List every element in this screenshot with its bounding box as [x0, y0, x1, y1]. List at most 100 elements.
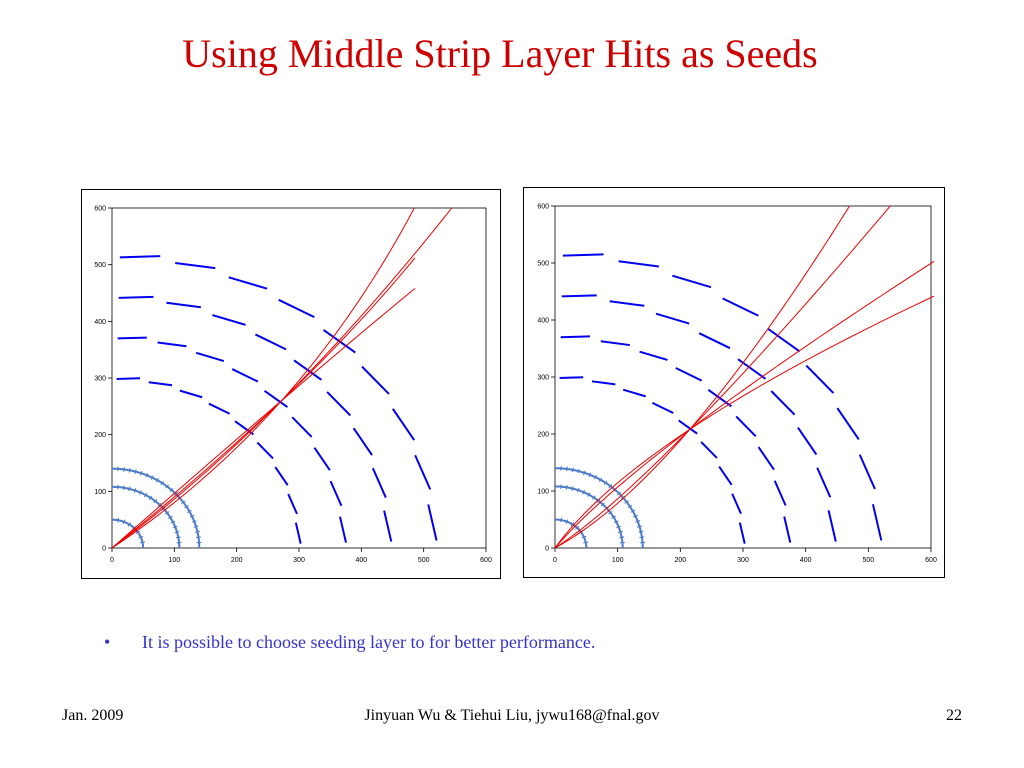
pixel-module [150, 475, 154, 480]
pixel-module [581, 535, 587, 539]
y-tick-label: 300 [537, 375, 549, 382]
strip-module [278, 298, 315, 319]
pixel-module [603, 480, 608, 485]
strip-module [773, 480, 787, 506]
pixel-module [127, 522, 132, 527]
bullet-item: • It is possible to choose seeding layer … [104, 632, 595, 653]
strip-module [600, 340, 630, 347]
pixel-module [608, 510, 613, 515]
strip-module [560, 335, 590, 339]
pixel-module [167, 515, 173, 519]
pixel-module [611, 515, 617, 519]
strip-module [562, 253, 604, 257]
pixel-module [636, 525, 643, 528]
pixel-module [170, 520, 176, 524]
pixel-module [600, 502, 605, 507]
y-tick-label: 500 [537, 261, 549, 268]
pixel-layer-ring [554, 518, 588, 549]
track-curve [554, 205, 891, 549]
strip-module [117, 336, 147, 340]
track-curve [111, 207, 415, 549]
strip-module [559, 376, 584, 380]
pixel-module [117, 517, 120, 523]
pixel-module [134, 469, 137, 474]
x-tick-label: 500 [862, 557, 874, 564]
strip-module [157, 341, 187, 348]
track-curve [554, 205, 850, 549]
pixel-module [619, 536, 625, 539]
footer-date: Jan. 2009 [62, 707, 124, 724]
strip-module [655, 312, 690, 325]
pixel-module [143, 492, 148, 498]
x-tick-label: 200 [231, 557, 243, 564]
pixel-module [577, 468, 580, 474]
strip-module [256, 441, 274, 460]
strip-module [698, 332, 731, 350]
y-tick-label: 600 [537, 204, 549, 211]
x-tick-label: 0 [553, 557, 557, 564]
strip-module [731, 493, 742, 515]
strip-module [322, 329, 356, 354]
strip-module [718, 466, 733, 486]
pixel-module [613, 520, 619, 524]
x-tick-label: 600 [480, 557, 492, 564]
strip-module [212, 314, 246, 326]
track-curve [111, 207, 453, 549]
pixel-module [588, 472, 592, 478]
pixel-module [565, 519, 569, 524]
page-number: 22 [946, 707, 962, 724]
pixel-module [587, 492, 591, 497]
pixel-module [155, 478, 160, 483]
strip-module [678, 419, 698, 435]
y-tick-label: 300 [94, 376, 106, 383]
pixel-module [138, 535, 144, 539]
pixel-module [161, 506, 166, 511]
strip-module [228, 276, 268, 290]
pixel-module [566, 466, 568, 472]
plot-area [554, 205, 932, 549]
track-plot-right-svg: 0 100 200 300 400 500 600 0 100 200 300 400 500 600 [537, 204, 937, 565]
pixel-module [157, 502, 162, 507]
track-plot-left-svg: 0 100 200 300 400 500 600 0 100 200 300 400 500 600 [94, 206, 492, 565]
strip-module [858, 454, 876, 490]
strip-module [119, 255, 161, 259]
pixel-module [630, 509, 636, 513]
pixel-layer-ring [554, 485, 624, 549]
strip-module [675, 367, 703, 382]
strip-module [622, 388, 646, 398]
x-tick-label: 400 [800, 557, 812, 564]
strip-module [757, 446, 775, 471]
pixel-module [193, 525, 199, 528]
pixel-module [635, 520, 641, 523]
pixel-module [184, 505, 189, 509]
y-tick-label: 400 [94, 319, 106, 326]
pixel-module [191, 520, 197, 523]
strip-module [195, 351, 225, 363]
y-tick-label: 100 [94, 489, 106, 496]
track-curve [554, 295, 935, 549]
pixel-module [639, 536, 645, 538]
strip-module [836, 407, 860, 440]
y-tick-label: 200 [94, 432, 106, 439]
pixel-module [575, 525, 580, 530]
pixel-module [565, 485, 568, 490]
y-tick-label: 200 [537, 432, 549, 439]
pixel-module [174, 531, 180, 534]
strip-module [618, 260, 659, 268]
plot-area [111, 207, 487, 549]
pixel-module [173, 491, 178, 496]
strip-module [383, 510, 393, 542]
pixel-module [128, 486, 131, 492]
strip-module [294, 522, 302, 544]
strip-module [148, 381, 173, 387]
pixel-module [138, 490, 142, 495]
strip-module [609, 300, 645, 307]
pixel-module [140, 541, 146, 544]
strip-module [651, 401, 674, 414]
pixel-module [122, 519, 126, 525]
pixel-module [598, 477, 603, 483]
strip-module [208, 402, 231, 415]
strip-module [737, 358, 767, 380]
pixel-module [148, 495, 153, 501]
footer-authors: Jinyuan Wu & Tiehui Liu, jywu168@fnal.go… [364, 707, 660, 724]
